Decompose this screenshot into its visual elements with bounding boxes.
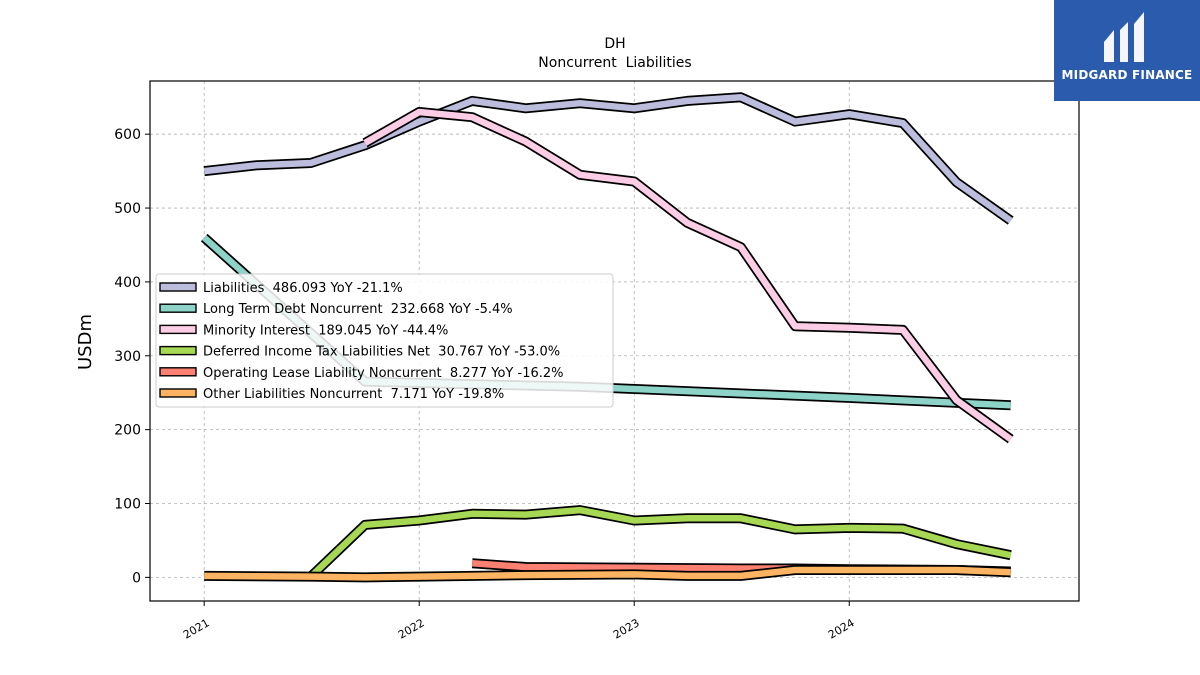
y-tick-label: 500 bbox=[114, 201, 141, 217]
legend-label: Liabilities 486.093 YoY -21.1% bbox=[203, 281, 403, 296]
legend-swatch bbox=[159, 324, 197, 335]
x-axis: 2021 2022 2023 2024 bbox=[181, 601, 857, 642]
chart-subtitle: Noncurrent Liabilities bbox=[538, 55, 691, 71]
series-line bbox=[203, 94, 1013, 224]
y-tick-label: 0 bbox=[132, 570, 141, 586]
legend-label: Minority Interest 189.045 YoY -44.4% bbox=[203, 323, 448, 338]
y-tick-label: 600 bbox=[114, 127, 141, 143]
x-tick-label: 2023 bbox=[611, 616, 642, 641]
brand-name: MIDGARD FINANCE bbox=[1061, 68, 1193, 82]
legend-swatch bbox=[159, 345, 197, 356]
series-2 bbox=[362, 107, 1014, 444]
legend-label: Operating Lease Liability Noncurrent 8.2… bbox=[203, 366, 564, 381]
brand-logo: MIDGARD FINANCE bbox=[1054, 0, 1200, 101]
y-tick-label: 300 bbox=[114, 349, 141, 365]
series-line bbox=[204, 566, 1011, 581]
x-tick-label: 2021 bbox=[181, 616, 212, 641]
series-5 bbox=[204, 565, 1011, 583]
legend-swatch bbox=[159, 282, 197, 292]
y-tick-label: 400 bbox=[114, 275, 141, 291]
series-0 bbox=[203, 92, 1014, 225]
x-tick-label: 2024 bbox=[826, 616, 857, 641]
legend-swatch bbox=[159, 303, 197, 313]
legend-label: Long Term Debt Noncurrent 232.668 YoY -5… bbox=[203, 302, 513, 317]
legend-swatch bbox=[159, 388, 197, 398]
series-line bbox=[308, 506, 1012, 579]
legend: Liabilities 486.093 YoY -21.1% Long Term … bbox=[155, 273, 614, 408]
plot-frame bbox=[149, 80, 1080, 602]
y-axis: 0 100 200 300 400 500 600 bbox=[114, 127, 150, 586]
legend-label: Other Liabilities Noncurrent 7.171 YoY -… bbox=[203, 387, 504, 402]
y-tick-label: 100 bbox=[114, 497, 141, 513]
legend-box bbox=[155, 273, 614, 408]
midgard-logo-icon bbox=[1104, 12, 1144, 62]
legend-label: Deferred Income Tax Liabilities Net 30.7… bbox=[203, 345, 560, 360]
legend-swatch bbox=[159, 367, 197, 377]
series-line bbox=[363, 108, 1013, 442]
chart-title: DH bbox=[604, 36, 625, 52]
y-tick-label: 200 bbox=[114, 423, 141, 439]
series-3 bbox=[307, 505, 1012, 581]
y-axis-label: USDm bbox=[75, 314, 96, 370]
x-tick-label: 2022 bbox=[396, 616, 427, 641]
